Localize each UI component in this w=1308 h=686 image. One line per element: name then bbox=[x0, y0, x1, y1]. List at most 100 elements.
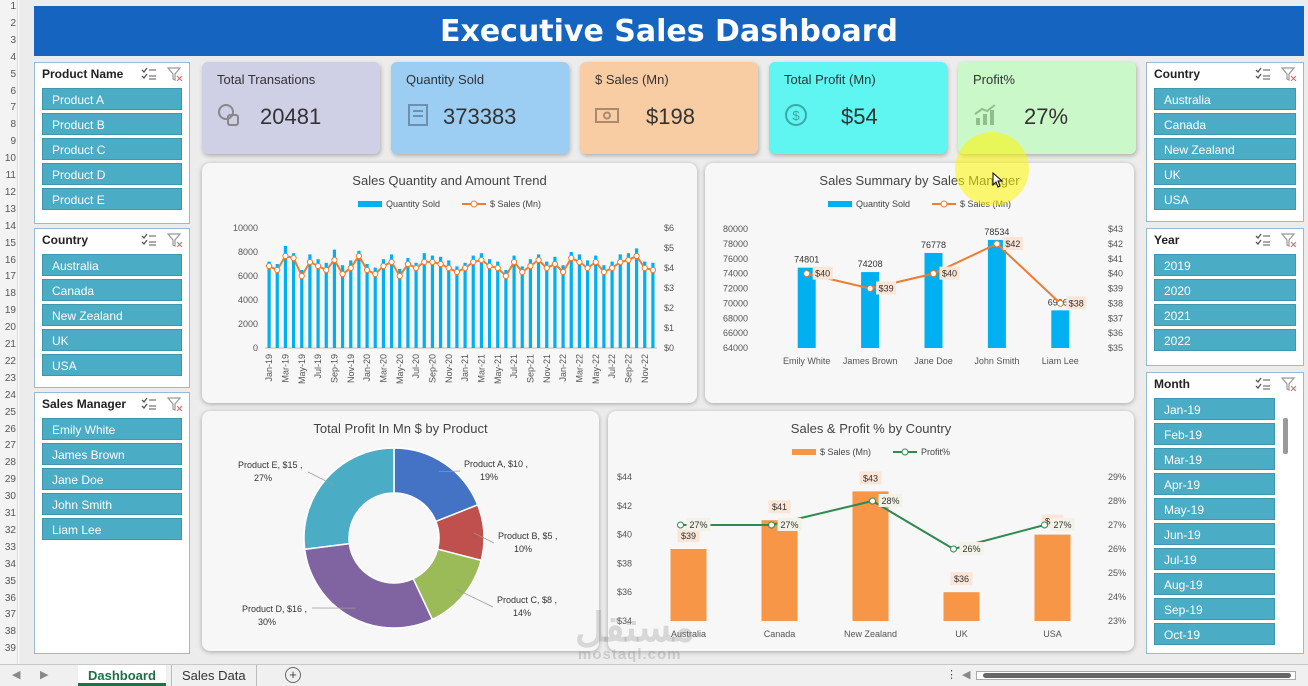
row-number[interactable]: 28 bbox=[4, 457, 16, 469]
row-number[interactable]: 3 bbox=[10, 34, 16, 46]
slicer-item[interactable]: Product A bbox=[42, 88, 182, 110]
slicer-item[interactable]: Jul-19 bbox=[1154, 548, 1275, 570]
row-number[interactable]: 6 bbox=[10, 85, 16, 97]
clear-filter-icon[interactable] bbox=[167, 233, 183, 247]
multi-select-icon[interactable] bbox=[1255, 233, 1271, 247]
slicer-item[interactable]: Feb-19 bbox=[1154, 423, 1275, 445]
slicer-item[interactable]: May-19 bbox=[1154, 498, 1275, 520]
row-number[interactable]: 24 bbox=[4, 389, 16, 401]
tab-sales-data[interactable]: Sales Data bbox=[171, 665, 257, 686]
multi-select-icon[interactable] bbox=[141, 233, 157, 247]
multi-select-icon[interactable] bbox=[1255, 67, 1271, 81]
slicer-item[interactable]: Apr-19 bbox=[1154, 473, 1275, 495]
clear-filter-icon[interactable] bbox=[1281, 377, 1297, 391]
row-number[interactable]: 2 bbox=[10, 17, 16, 29]
row-number[interactable]: 37 bbox=[4, 609, 16, 621]
tab-scroll-left-icon[interactable]: ◀ bbox=[12, 669, 21, 681]
row-number[interactable]: 5 bbox=[10, 68, 16, 80]
slicer-item[interactable]: Canada bbox=[42, 279, 182, 301]
clear-filter-icon[interactable] bbox=[167, 67, 183, 81]
slicer-item[interactable]: Canada bbox=[1154, 113, 1296, 135]
slicer-item[interactable]: Product D bbox=[42, 163, 182, 185]
slicer-item[interactable]: Emily White bbox=[42, 418, 182, 440]
tab-dashboard[interactable]: Dashboard bbox=[78, 665, 166, 686]
slicer-item[interactable]: Oct-19 bbox=[1154, 623, 1275, 645]
row-number[interactable]: 36 bbox=[4, 592, 16, 604]
slicer-item[interactable]: Sep-19 bbox=[1154, 598, 1275, 620]
slicer-item[interactable]: 2020 bbox=[1154, 279, 1296, 301]
row-number[interactable]: 10 bbox=[4, 153, 16, 165]
slicer-item[interactable]: 2022 bbox=[1154, 329, 1296, 351]
row-number[interactable]: 9 bbox=[10, 136, 16, 148]
more-options-icon[interactable]: ⋮ bbox=[946, 669, 957, 681]
row-number[interactable]: 29 bbox=[4, 474, 16, 486]
row-number[interactable]: 16 bbox=[4, 254, 16, 266]
row-number[interactable]: 30 bbox=[4, 491, 16, 503]
slicer-item[interactable]: New Zealand bbox=[1154, 138, 1296, 160]
horizontal-scrollbar[interactable] bbox=[976, 671, 1296, 680]
slicer-item[interactable]: Product B bbox=[42, 113, 182, 135]
row-number[interactable]: 35 bbox=[4, 575, 16, 587]
slicer-item[interactable]: USA bbox=[1154, 188, 1296, 210]
row-number[interactable]: 15 bbox=[4, 237, 16, 249]
slicer-item[interactable]: Australia bbox=[1154, 88, 1296, 110]
row-number[interactable]: 14 bbox=[4, 220, 16, 232]
row-number[interactable]: 27 bbox=[4, 440, 16, 452]
month-slicer-scrollbar[interactable] bbox=[1283, 418, 1288, 454]
slicer-item[interactable]: Product E bbox=[42, 188, 182, 210]
row-number[interactable]: 4 bbox=[10, 51, 16, 63]
chart-sales-by-manager[interactable]: Sales Summary by Sales Manager Quantity … bbox=[705, 163, 1134, 403]
slice-label: Product E, $15 , bbox=[238, 460, 303, 470]
row-number[interactable]: 21 bbox=[4, 339, 16, 350]
row-number[interactable]: 8 bbox=[10, 119, 16, 131]
row-number[interactable]: 38 bbox=[4, 626, 16, 638]
clear-filter-icon[interactable] bbox=[1281, 233, 1297, 247]
chart-sales-trend[interactable]: Sales Quantity and Amount Trend Quantity… bbox=[202, 163, 697, 403]
row-number[interactable]: 33 bbox=[4, 541, 16, 553]
clear-filter-icon[interactable] bbox=[167, 397, 183, 411]
row-number[interactable]: 32 bbox=[4, 524, 16, 536]
row-number[interactable]: 12 bbox=[4, 186, 16, 198]
row-number[interactable]: 7 bbox=[10, 102, 16, 114]
row-number[interactable]: 18 bbox=[4, 288, 16, 300]
multi-select-icon[interactable] bbox=[141, 67, 157, 81]
slicer-item[interactable]: USA bbox=[42, 354, 182, 376]
row-number[interactable]: 23 bbox=[4, 372, 16, 384]
clear-filter-icon[interactable] bbox=[1281, 67, 1297, 81]
scroll-left-icon[interactable]: ◀ bbox=[962, 669, 971, 681]
chart-profit-by-product[interactable]: Total Profit In Mn $ by Product Product … bbox=[202, 411, 599, 651]
row-number[interactable]: 19 bbox=[4, 305, 16, 317]
horizontal-scroll-thumb[interactable] bbox=[983, 673, 1291, 678]
row-number[interactable]: 31 bbox=[4, 508, 16, 519]
multi-select-icon[interactable] bbox=[141, 397, 157, 411]
slicer-item[interactable]: Product C bbox=[42, 138, 182, 160]
slicer-item[interactable]: Jun-19 bbox=[1154, 523, 1275, 545]
slicer-item[interactable]: UK bbox=[1154, 163, 1296, 185]
slicer-item[interactable]: Mar-19 bbox=[1154, 448, 1275, 470]
row-number[interactable]: 20 bbox=[4, 322, 16, 334]
slicer-item[interactable]: New Zealand bbox=[42, 304, 182, 326]
chart-sales-by-country[interactable]: Sales & Profit % by Country $ Sales (Mn)… bbox=[608, 411, 1134, 651]
row-number[interactable]: 17 bbox=[4, 271, 16, 283]
row-number[interactable]: 25 bbox=[4, 406, 16, 418]
row-number[interactable]: 13 bbox=[4, 203, 16, 215]
row-number[interactable]: 39 bbox=[4, 643, 16, 655]
slicer-item[interactable]: Aug-19 bbox=[1154, 573, 1275, 595]
add-sheet-icon[interactable]: + bbox=[285, 667, 301, 683]
row-number[interactable]: 1 bbox=[10, 1, 16, 12]
slicer-item[interactable]: Jan-19 bbox=[1154, 398, 1275, 420]
slicer-item[interactable]: 2021 bbox=[1154, 304, 1296, 326]
slicer-item[interactable]: Liam Lee bbox=[42, 518, 182, 540]
row-number[interactable]: 11 bbox=[5, 170, 16, 181]
slicer-item[interactable]: Australia bbox=[42, 254, 182, 276]
row-number[interactable]: 26 bbox=[4, 423, 16, 435]
row-number[interactable]: 34 bbox=[4, 558, 16, 570]
slicer-item[interactable]: John Smith bbox=[42, 493, 182, 515]
slicer-item[interactable]: 2019 bbox=[1154, 254, 1296, 276]
row-number[interactable]: 22 bbox=[4, 355, 16, 367]
tab-scroll-right-icon[interactable]: ▶ bbox=[40, 669, 49, 681]
multi-select-icon[interactable] bbox=[1255, 377, 1271, 391]
slicer-item[interactable]: James Brown bbox=[42, 443, 182, 465]
slicer-item[interactable]: Jane Doe bbox=[42, 468, 182, 490]
slicer-item[interactable]: UK bbox=[42, 329, 182, 351]
